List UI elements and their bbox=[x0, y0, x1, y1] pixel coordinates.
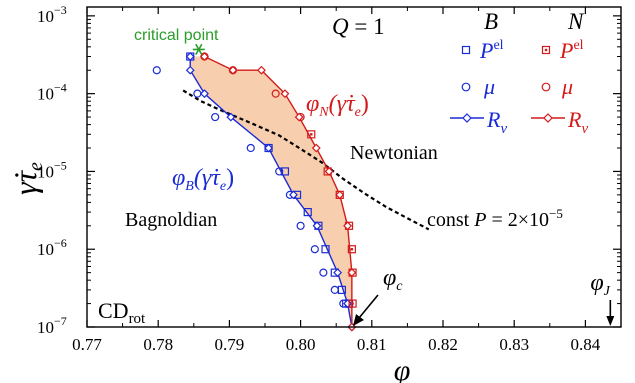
data-point-circle bbox=[319, 268, 328, 277]
data-point-circle bbox=[296, 221, 305, 230]
data-point-square bbox=[347, 245, 356, 254]
data-point-diamond bbox=[343, 221, 353, 231]
data-point-circle bbox=[193, 89, 202, 98]
data-point-diamond bbox=[228, 65, 238, 75]
data-series bbox=[152, 43, 357, 332]
legend-marker-b-diamond bbox=[462, 113, 472, 123]
legend: Pel Pel μ μ Rv Rv bbox=[450, 38, 588, 137]
data-point-diamond bbox=[312, 221, 322, 231]
legend-header-b: B bbox=[484, 9, 498, 34]
cd-rot-label: CDrot bbox=[98, 298, 146, 327]
y-tick-label: 10−3 bbox=[37, 3, 67, 26]
legend-label-n-p: Pel bbox=[559, 38, 584, 63]
y-tick-label: 10−5 bbox=[37, 158, 67, 181]
shaded-region bbox=[190, 56, 352, 327]
legend-marker-n-square bbox=[541, 45, 551, 55]
x-tick-label: 0.79 bbox=[215, 335, 245, 354]
critical-point-label: critical point bbox=[134, 27, 219, 44]
plot-frame bbox=[86, 6, 622, 328]
x-tick-label: 0.84 bbox=[571, 335, 601, 354]
x-tick-label: 0.82 bbox=[428, 335, 458, 354]
legend-header-n: N bbox=[567, 9, 585, 34]
data-point-diamond bbox=[289, 190, 298, 200]
legend-marker-b-circle bbox=[461, 82, 471, 92]
data-point-square bbox=[348, 299, 357, 308]
data-point-circle bbox=[310, 245, 319, 254]
legend-marker-b-square bbox=[461, 45, 471, 55]
y-tick-label: 10−4 bbox=[37, 81, 67, 104]
y-tick-label: 10−6 bbox=[37, 236, 67, 259]
phi-c-label: φc bbox=[383, 265, 403, 294]
newtonian-label: Newtonian bbox=[350, 142, 438, 164]
data-point-square bbox=[303, 208, 312, 217]
data-point-diamond bbox=[264, 143, 274, 153]
data-point-diamond bbox=[185, 65, 195, 75]
series-N-diamond bbox=[200, 52, 357, 332]
legend-label-n-r: Rv bbox=[567, 107, 588, 137]
bagnoldian-label: Bagnoldian bbox=[125, 209, 217, 231]
axis-ticks bbox=[86, 7, 621, 328]
data-point-diamond bbox=[200, 52, 209, 61]
phi-c-arrow bbox=[358, 294, 379, 319]
data-point-circle bbox=[330, 285, 339, 294]
phi-n-label: φN(γ̇τe) bbox=[306, 91, 369, 120]
x-axis-label: φ bbox=[394, 354, 411, 383]
data-point-circle bbox=[246, 143, 255, 153]
legend-marker-n-diamond bbox=[543, 113, 553, 123]
data-point-dot bbox=[350, 248, 354, 251]
series-line bbox=[189, 56, 353, 328]
x-tick-label: 0.80 bbox=[286, 335, 316, 354]
data-point-circle bbox=[211, 112, 220, 122]
data-point-diamond bbox=[335, 190, 345, 200]
annotations: critical point 0.77 0.78 0.79 0.80 0.81 0.82 0.… bbox=[7, 3, 615, 383]
phi-j-label: φJ bbox=[590, 270, 610, 299]
constant-pressure-curve bbox=[182, 89, 430, 231]
data-point-diamond bbox=[311, 143, 321, 153]
critical-point-marker bbox=[192, 43, 205, 56]
q-label: Q = 1 bbox=[332, 14, 385, 39]
legend-label-b-r: Rv bbox=[486, 107, 507, 137]
legend-marker-n-circle bbox=[541, 82, 551, 92]
data-point-circle bbox=[271, 89, 280, 98]
data-point-diamond bbox=[200, 89, 209, 99]
legend-label-b-p: Pel bbox=[479, 38, 504, 63]
data-point-circle bbox=[152, 66, 161, 75]
data-point-diamond bbox=[185, 52, 195, 61]
data-point-dot bbox=[310, 133, 313, 136]
dashed-line bbox=[182, 89, 430, 231]
legend-label-b-mu: μ bbox=[483, 74, 495, 99]
phi-c-arrowhead bbox=[353, 314, 364, 326]
phi-b-label: φB(γ̇τe) bbox=[172, 165, 234, 194]
x-tick-label: 0.78 bbox=[143, 335, 173, 354]
data-point-diamond bbox=[324, 166, 334, 176]
x-tick-label: 0.83 bbox=[499, 335, 529, 354]
data-point-diamond bbox=[347, 268, 357, 278]
x-tick-label: 0.77 bbox=[72, 335, 102, 354]
data-point-dot bbox=[351, 302, 354, 305]
y-tick-label: 10−7 bbox=[37, 314, 67, 337]
const-p-label: const P = 2×10−5 bbox=[427, 206, 563, 231]
legend-marker-n-dot bbox=[544, 48, 548, 52]
data-point-diamond bbox=[256, 65, 266, 75]
x-tick-label: 0.81 bbox=[357, 335, 387, 354]
y-axis-label: γ̇τe bbox=[7, 162, 47, 195]
coexistence-region bbox=[190, 56, 352, 327]
data-point-diamond bbox=[226, 112, 236, 122]
data-point-diamond bbox=[294, 112, 304, 122]
data-point-diamond bbox=[280, 89, 290, 99]
phi-j-arrowhead bbox=[606, 316, 615, 326]
legend-label-n-mu: μ bbox=[561, 74, 573, 99]
data-point-diamond bbox=[333, 268, 343, 278]
star-ray bbox=[195, 43, 203, 56]
